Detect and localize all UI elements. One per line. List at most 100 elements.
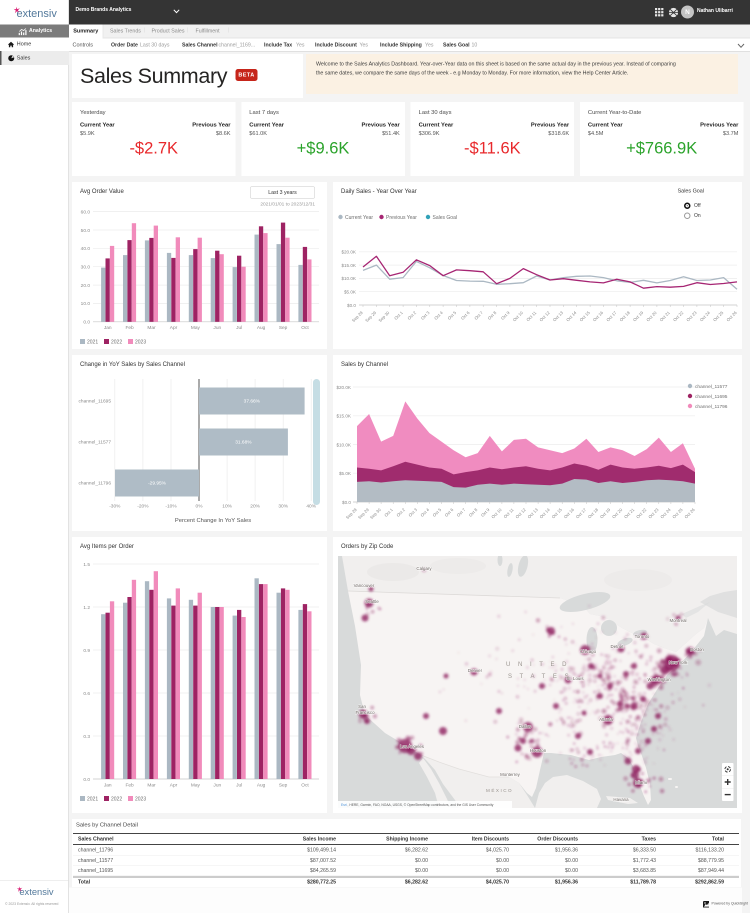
svg-text:Oct 23: Oct 23 (685, 310, 698, 323)
svg-text:Oct 10: Oct 10 (490, 507, 503, 520)
svg-text:Current Year: Current Year (345, 215, 373, 221)
svg-text:channel_11577: channel_11577 (79, 440, 112, 446)
svg-text:Oct 5: Oct 5 (432, 507, 443, 518)
svg-text:Oct 6: Oct 6 (444, 507, 455, 518)
svg-text:Oct 9: Oct 9 (480, 507, 491, 518)
svg-text:Detroit: Detroit (611, 644, 625, 649)
svg-text:2023: 2023 (135, 796, 146, 802)
svg-text:Aug: Aug (257, 325, 266, 331)
svg-text:20%: 20% (250, 504, 260, 510)
svg-text:-29.95%: -29.95% (148, 481, 167, 487)
svg-text:Miami: Miami (635, 780, 647, 785)
svg-text:Oct 17: Oct 17 (575, 507, 588, 520)
svg-text:Oct 22: Oct 22 (635, 507, 648, 520)
svg-text:Oct 3: Oct 3 (407, 507, 418, 518)
svg-text:$5.0K: $5.0K (339, 471, 352, 476)
svg-text:0%: 0% (196, 504, 204, 510)
svg-text:S T A T E S: S T A T E S (508, 674, 572, 680)
svg-text:Oct 19: Oct 19 (599, 507, 612, 520)
svg-text:Dallas: Dallas (519, 724, 532, 729)
svg-text:Apr: Apr (170, 783, 178, 789)
svg-text:0.0: 0.0 (83, 777, 90, 783)
svg-text:Jun: Jun (213, 783, 221, 789)
svg-text:Oct 1: Oct 1 (383, 507, 394, 518)
svg-text:30%: 30% (278, 504, 288, 510)
svg-text:Oct 11: Oct 11 (525, 310, 538, 323)
svg-text:Oct 4: Oct 4 (433, 310, 444, 321)
svg-text:Oct 20: Oct 20 (645, 310, 658, 323)
svg-text:Oct 18: Oct 18 (619, 310, 632, 323)
svg-text:Oct 2: Oct 2 (395, 507, 406, 518)
svg-text:-10%: -10% (165, 504, 177, 510)
svg-text:Mar: Mar (147, 783, 156, 789)
svg-text:Oct 3: Oct 3 (420, 310, 431, 321)
svg-text:20.0: 20.0 (81, 283, 91, 289)
svg-text:Oct 12: Oct 12 (514, 507, 527, 520)
svg-text:channel_11796: channel_11796 (79, 481, 112, 487)
svg-text:New York: New York (669, 660, 688, 665)
svg-text:channel_11695: channel_11695 (695, 394, 728, 400)
svg-text:Oct 8: Oct 8 (487, 310, 498, 321)
svg-text:$0.0: $0.0 (342, 500, 351, 505)
svg-text:Sep: Sep (279, 783, 288, 789)
svg-text:30.0: 30.0 (81, 265, 91, 271)
svg-text:MÉXICO: MÉXICO (486, 787, 513, 793)
svg-text:Sales Goal: Sales Goal (433, 215, 457, 221)
svg-text:Oct 20: Oct 20 (611, 507, 624, 520)
svg-text:Sep 30: Sep 30 (369, 507, 382, 520)
svg-text:40%: 40% (306, 504, 316, 510)
svg-text:31.68%: 31.68% (235, 440, 252, 446)
svg-text:Oct 14: Oct 14 (565, 310, 578, 323)
svg-text:Oct 4: Oct 4 (419, 507, 430, 518)
svg-text:Sep 30: Sep 30 (377, 310, 390, 323)
svg-text:10.0: 10.0 (81, 301, 91, 307)
svg-text:Los Angeles: Los Angeles (400, 744, 425, 749)
svg-text:Oct 11: Oct 11 (503, 507, 516, 520)
svg-text:extensiv: extensiv (17, 8, 58, 20)
svg-text:Oct 26: Oct 26 (725, 310, 738, 323)
svg-text:-20%: -20% (137, 504, 149, 510)
svg-text:Oct 24: Oct 24 (659, 507, 672, 520)
svg-text:channel_11796: channel_11796 (695, 404, 728, 410)
svg-text:$20.0K: $20.0K (341, 250, 356, 255)
svg-text:Jun: Jun (213, 325, 221, 331)
svg-text:Calgary: Calgary (416, 566, 432, 571)
svg-text:Oct: Oct (301, 325, 309, 331)
svg-text:Apr: Apr (170, 325, 178, 331)
svg-text:Oct 17: Oct 17 (605, 310, 618, 323)
svg-text:Aug: Aug (257, 783, 266, 789)
svg-text:Mar: Mar (147, 325, 156, 331)
svg-text:Oct 15: Oct 15 (579, 310, 592, 323)
svg-text:37.66%: 37.66% (244, 399, 261, 405)
svg-text:Havana: Havana (613, 797, 629, 802)
svg-text:Jul: Jul (236, 325, 242, 331)
svg-text:St. Louis: St. Louis (566, 676, 584, 681)
svg-text:$10.0K: $10.0K (336, 442, 351, 447)
svg-text:Vancouver: Vancouver (354, 583, 375, 588)
svg-text:Oct 7: Oct 7 (473, 310, 484, 321)
svg-text:Feb: Feb (125, 325, 134, 331)
svg-text:$15.0K: $15.0K (341, 263, 356, 268)
svg-text:$5.0K: $5.0K (344, 290, 357, 295)
svg-text:channel_11577: channel_11577 (695, 384, 728, 390)
svg-text:Oct 5: Oct 5 (447, 310, 458, 321)
svg-text:Oct: Oct (301, 783, 309, 789)
svg-text:-30%: -30% (109, 504, 121, 510)
svg-text:Oct 16: Oct 16 (592, 310, 605, 323)
svg-text:Oct 15: Oct 15 (551, 507, 564, 520)
svg-text:10%: 10% (222, 504, 232, 510)
svg-text:channel_11695: channel_11695 (79, 399, 112, 405)
svg-text:Oct 6: Oct 6 (460, 310, 471, 321)
svg-text:Oct 22: Oct 22 (672, 310, 685, 323)
svg-text:Toronto: Toronto (635, 634, 650, 639)
svg-text:Oct 13: Oct 13 (552, 310, 565, 323)
svg-text:May: May (191, 325, 201, 331)
svg-text:2022: 2022 (111, 796, 122, 802)
svg-text:Oct 1: Oct 1 (393, 310, 404, 321)
svg-text:Oct 16: Oct 16 (563, 507, 576, 520)
svg-text:Sep: Sep (279, 325, 288, 331)
svg-text:Boston: Boston (690, 647, 704, 652)
svg-text:Oct 21: Oct 21 (623, 507, 636, 520)
svg-text:Oct 9: Oct 9 (500, 310, 511, 321)
svg-text:May: May (191, 783, 201, 789)
